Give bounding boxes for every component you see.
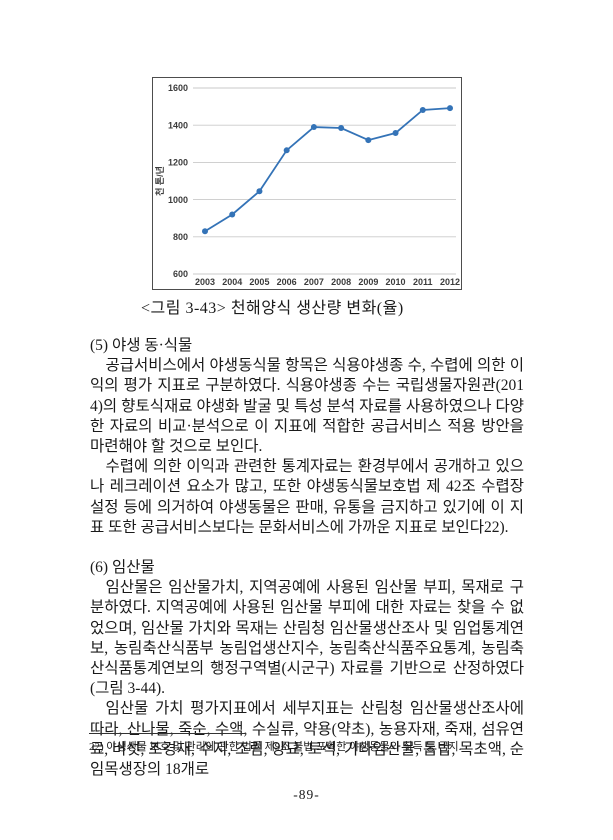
section-6-paragraph-1: 임산물은 임산물가치, 지역공예에 사용된 임산물 부피, 목재로 구분하였다.… xyxy=(90,579,524,698)
section-6-paragraph-2: 임산물 가치 평가지표에서 세부지표는 산림청 임산물생산조사에 따라, 산나물… xyxy=(90,700,525,779)
svg-text:2008: 2008 xyxy=(331,277,351,287)
section-5-paragraph-2: 수렵에 의한 이익과 관련한 통계자료는 환경부에서 공개하고 있으나 레크레이… xyxy=(90,458,524,536)
svg-text:1000: 1000 xyxy=(168,195,188,205)
svg-text:2011: 2011 xyxy=(413,277,433,287)
svg-text:1200: 1200 xyxy=(168,158,188,168)
section-5-paragraph-1: 공급서비스에서 야생동식물 항목은 식용야생종 수, 수렵에 의한 이익의 평가… xyxy=(90,357,524,456)
figure-caption: <그림 3-43> 천해양식 생산량 변화(율) xyxy=(141,300,404,317)
svg-text:2007: 2007 xyxy=(304,277,324,287)
svg-text:2009: 2009 xyxy=(358,277,378,287)
svg-text:1400: 1400 xyxy=(168,120,188,130)
section-5-heading: (5) 야생 동·식물 xyxy=(90,337,193,354)
footnote-text: 22) 야생생물 보호 및 관리에 관한 법률 제9조 불법 포획한 야생동물의… xyxy=(89,741,462,753)
body-text: (5) 야생 동·식물 공급서비스에서 야생동식물 항목은 식용야생종 수, 수… xyxy=(90,336,524,780)
svg-text:2003: 2003 xyxy=(195,277,215,287)
svg-text:600: 600 xyxy=(173,269,188,279)
svg-text:2005: 2005 xyxy=(249,277,269,287)
page-number: -89- xyxy=(293,787,320,802)
svg-text:800: 800 xyxy=(173,232,188,242)
svg-text:2004: 2004 xyxy=(222,277,242,287)
production-line-chart: 600 800 1000 1200 1400 1600 2003 2004 2005 2006 20… xyxy=(152,77,462,290)
footnote-area: 22) 야생생물 보호 및 관리에 관한 법률 제9조 불법 포획한 야생동물의… xyxy=(89,733,525,754)
footnote-divider xyxy=(89,733,246,734)
svg-text:2012: 2012 xyxy=(440,277,460,287)
section-6-heading: (6) 임산물 xyxy=(90,559,155,577)
svg-text:2010: 2010 xyxy=(386,277,406,287)
svg-text:천 톤/년: 천 톤/년 xyxy=(154,166,165,196)
svg-text:1600: 1600 xyxy=(168,83,188,93)
svg-text:2006: 2006 xyxy=(277,277,297,287)
line-chart-svg: 600 800 1000 1200 1400 1600 2003 2004 2005 2006 20… xyxy=(154,83,460,287)
